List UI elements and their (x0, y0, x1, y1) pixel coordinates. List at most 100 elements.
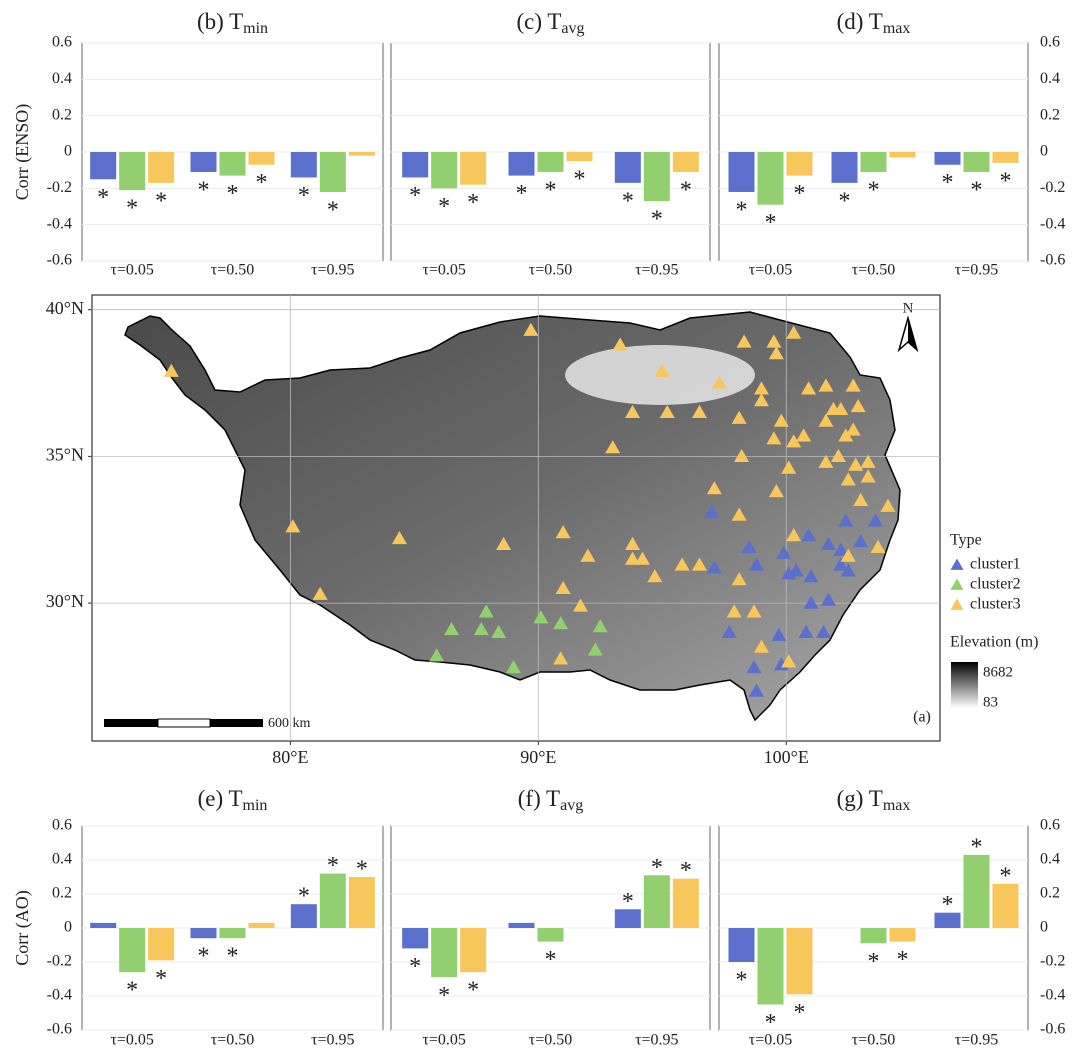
bar (758, 152, 784, 205)
bar (148, 928, 174, 960)
panel-title: (d) Tmax (837, 9, 911, 36)
significance-star: * (356, 857, 368, 883)
y-tick-label: 0.2 (1040, 106, 1060, 123)
significance-star: * (736, 197, 748, 223)
x-tick-label: τ=0.50 (529, 1032, 572, 1049)
elevation-min: 83 (983, 694, 998, 710)
y-tick-label: 0.6 (52, 817, 72, 834)
legend-title: Type (950, 532, 982, 549)
x-tick-label: τ=0.95 (955, 1032, 998, 1049)
bar (644, 875, 670, 928)
bar (402, 928, 428, 948)
bar (890, 152, 916, 157)
x-tick-label: τ=0.50 (211, 1032, 254, 1049)
title-text: (b) T (197, 9, 243, 34)
significance-star: * (198, 177, 210, 203)
bar (832, 152, 858, 183)
y-tick-label: 0.6 (1040, 817, 1060, 834)
y-tick-label: 0.4 (1040, 851, 1060, 868)
bar (90, 923, 116, 928)
north-label: N (903, 300, 914, 316)
y-tick-label: 0.6 (52, 34, 72, 51)
scale-segment (210, 719, 263, 727)
x-tick-label: τ=0.95 (311, 1032, 354, 1049)
y-tick-label: 0.4 (52, 851, 72, 868)
significance-star: * (794, 181, 806, 207)
significance-star: * (868, 177, 880, 203)
significance-star: * (574, 167, 586, 193)
elevation-colorbar (951, 662, 978, 708)
y-tick-label: 0.2 (52, 106, 72, 123)
significance-star: * (680, 177, 692, 203)
bar (509, 923, 535, 928)
y-tick-label: -0.4 (47, 215, 72, 232)
bar (787, 928, 813, 994)
significance-star: * (680, 858, 692, 884)
bar (993, 152, 1019, 163)
y-tick-label: -0.6 (1040, 252, 1065, 269)
x-tick-label: τ=0.05 (422, 1032, 465, 1049)
scale-bar (104, 719, 263, 727)
title-text: (d) T (837, 9, 883, 34)
bar (615, 152, 641, 183)
bar (191, 152, 217, 172)
y-tick-label: 0.2 (52, 885, 72, 902)
panel-label: (a) (913, 709, 931, 726)
significance-star: * (409, 954, 421, 980)
significance-star: * (942, 170, 954, 196)
significance-star: * (126, 978, 138, 1004)
significance-star: * (651, 855, 663, 881)
bar (349, 877, 375, 928)
bar (729, 928, 755, 962)
bar (320, 152, 346, 192)
x-tick-label: τ=0.95 (635, 262, 678, 279)
y-tick-label: -0.4 (47, 987, 72, 1004)
title-text: (f) T (518, 786, 560, 811)
significance-star: * (227, 944, 239, 970)
significance-star: * (545, 947, 557, 973)
y-tick-label: -0.2 (47, 953, 72, 970)
y-tick-label: -0.6 (1040, 1021, 1065, 1038)
panel-title: (b) Tmin (197, 9, 268, 36)
significance-star: * (298, 884, 310, 910)
legend-label: cluster1 (970, 556, 1021, 573)
y-tick-label: 0.4 (52, 70, 72, 87)
y-tick-label: -0.2 (1040, 953, 1065, 970)
y-tick-label: 0.2 (1040, 885, 1060, 902)
bar (431, 152, 457, 188)
significance-star: * (651, 207, 663, 233)
y-tick-label: 0 (64, 919, 72, 936)
significance-star: * (516, 181, 528, 207)
panel-title: (g) Tmax (837, 786, 911, 813)
significance-star: * (467, 190, 479, 216)
bar (964, 152, 990, 172)
y-tick-label: -0.6 (47, 252, 72, 269)
bar (567, 152, 593, 161)
title-subscript: avg (560, 797, 583, 814)
y-tick-label: 35°N (46, 445, 84, 465)
significance-star: * (868, 949, 880, 975)
y-tick-label: -0.4 (1040, 215, 1065, 232)
bar (148, 152, 174, 183)
title-text: (e) T (198, 786, 243, 811)
title-text: (c) T (516, 9, 561, 34)
significance-star: * (765, 1010, 777, 1036)
bar (220, 152, 246, 176)
significance-star: * (438, 194, 450, 220)
significance-star: * (327, 853, 339, 879)
significance-star: * (1000, 168, 1012, 194)
legend-marker (951, 599, 964, 610)
y-axis-label: Corr (ENSO) (12, 104, 33, 201)
bar (890, 928, 916, 942)
bar (993, 884, 1019, 928)
x-tick-label: τ=0.95 (311, 262, 354, 279)
bar (119, 152, 145, 190)
significance-star: * (1000, 863, 1012, 889)
significance-star: * (438, 983, 450, 1009)
bar (349, 152, 375, 156)
scale-segment (158, 719, 210, 727)
significance-star: * (126, 196, 138, 222)
y-tick-label: 30°N (46, 591, 84, 611)
y-tick-label: 0 (1040, 143, 1048, 160)
significance-star: * (409, 183, 421, 209)
